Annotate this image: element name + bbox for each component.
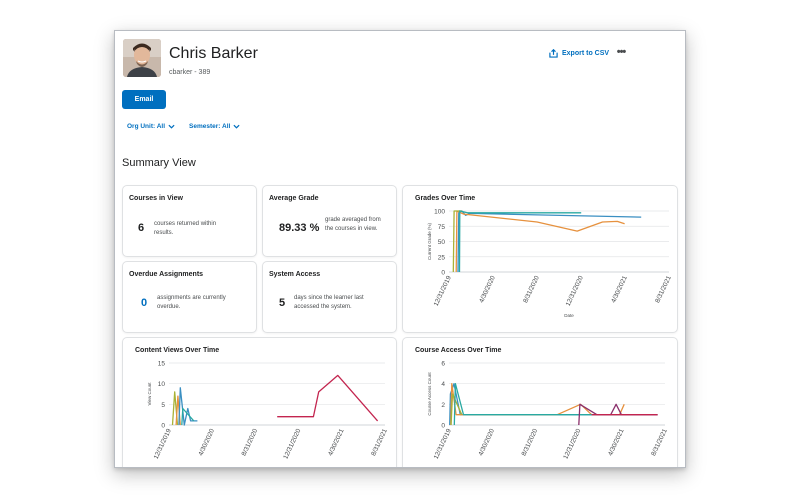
chart-title: Content Views Over Time xyxy=(135,347,220,354)
user-id-label: cbarker - 389 xyxy=(169,69,211,76)
x-tick-label: 4/30/2020 xyxy=(197,428,216,458)
series-line xyxy=(181,407,195,426)
chevron-down-icon xyxy=(233,124,240,129)
x-tick-label: 12/31/2019 xyxy=(433,275,453,308)
y-tick-label: 50 xyxy=(438,239,446,246)
content-views-over-time-card[interactable]: Content Views Over Time 0 5 10 15 12/31/2019… xyxy=(122,337,397,467)
x-tick-label: 8/31/2020 xyxy=(241,428,260,458)
x-tick-label: 4/30/2021 xyxy=(610,275,629,305)
system-access-value: 5 xyxy=(279,297,286,309)
x-tick-label: 4/30/2021 xyxy=(607,428,626,458)
x-tick-label: 4/30/2020 xyxy=(477,428,496,458)
course-access-over-time-card[interactable]: Course Access Over Time 0 2 4 6 12/31/2019 4/… xyxy=(402,337,678,467)
x-axis-label: Date xyxy=(564,313,574,318)
series-line xyxy=(178,387,198,426)
courses-in-view-description: courses returned within results. xyxy=(154,221,217,236)
system-access-description: days since the learner last accessed the… xyxy=(294,295,364,310)
grades-over-time-card[interactable]: Grades Over Time 0 25 50 75 100 12/31/2019 4/3… xyxy=(402,185,678,333)
user-avatar xyxy=(123,39,161,77)
series-line xyxy=(277,374,379,422)
average-grade-value: 89.33 % xyxy=(279,222,320,234)
overdue-assignments-value: 0 xyxy=(141,297,148,309)
x-tick-label: 12/31/2019 xyxy=(433,428,453,461)
org-unit-filter-label: Org Unit: All xyxy=(127,123,166,130)
card-title: System Access xyxy=(269,271,321,278)
courses-in-view-card[interactable]: Courses in View 6 courses returned withi… xyxy=(122,185,257,257)
y-tick-label: 0 xyxy=(441,423,445,430)
x-tick-label: 8/31/2020 xyxy=(521,428,540,458)
summary-view-heading: Summary View xyxy=(122,157,196,169)
export-icon xyxy=(549,49,558,58)
series-line xyxy=(458,210,582,273)
overdue-assignments-description: assignments are currently overdue. xyxy=(157,295,226,310)
y-tick-label: 6 xyxy=(441,361,445,368)
email-button[interactable]: Email xyxy=(122,90,166,109)
export-to-csv-button[interactable]: Export to CSV xyxy=(549,49,609,58)
average-grade-description: grade averaged from the courses in view. xyxy=(325,217,381,232)
learner-profile-window: Chris Barker cbarker - 389 Export to CSV… xyxy=(114,30,686,468)
semester-filter-label: Semester: All xyxy=(189,123,231,130)
y-tick-label: 75 xyxy=(438,224,446,231)
card-title: Overdue Assignments xyxy=(129,271,204,278)
content-views-over-time-chart: 0 5 10 15 12/31/2019 4/30/2020 8/31/2020 12/31/… xyxy=(147,361,389,461)
x-tick-label: 12/31/2020 xyxy=(565,275,585,308)
course-access-over-time-chart: 0 2 4 6 12/31/2019 4/30/2020 8/31/2020 12/31/20… xyxy=(427,361,669,461)
overdue-assignments-card[interactable]: Overdue Assignments 0 assignments are cu… xyxy=(122,261,257,333)
card-title: Courses in View xyxy=(129,195,183,202)
y-axis-label: View Count xyxy=(147,382,152,406)
series-line xyxy=(457,210,642,273)
user-name: Chris Barker xyxy=(169,45,258,62)
chevron-down-icon xyxy=(168,124,175,129)
export-to-csv-label: Export to CSV xyxy=(562,50,610,57)
semester-filter[interactable]: Semester: All xyxy=(189,123,240,130)
card-title: Average Grade xyxy=(269,195,319,202)
more-options-icon[interactable]: ••• xyxy=(616,46,627,58)
chart-title: Course Access Over Time xyxy=(415,347,502,354)
x-tick-label: 8/31/2021 xyxy=(370,428,389,458)
user-avatar-photo-icon xyxy=(123,39,161,77)
x-tick-label: 8/31/2020 xyxy=(522,275,541,305)
x-tick-label: 4/30/2021 xyxy=(327,428,346,458)
y-axis-label: Current Grade (%) xyxy=(427,222,432,260)
y-tick-label: 0 xyxy=(161,423,165,430)
y-tick-label: 100 xyxy=(434,209,445,216)
y-tick-label: 0 xyxy=(441,270,445,277)
average-grade-card[interactable]: Average Grade 89.33 % grade averaged fro… xyxy=(262,185,397,257)
courses-in-view-value: 6 xyxy=(138,222,145,234)
chart-title: Grades Over Time xyxy=(415,195,476,202)
x-tick-label: 4/30/2020 xyxy=(478,275,497,305)
x-tick-label: 12/31/2020 xyxy=(562,428,582,461)
x-tick-label: 12/31/2019 xyxy=(153,428,173,461)
y-axis-label: Course Access Count xyxy=(427,372,432,416)
y-tick-label: 25 xyxy=(438,254,446,261)
x-tick-label: 12/31/2020 xyxy=(282,428,302,461)
system-access-card[interactable]: System Access 5 days since the learner l… xyxy=(262,261,397,333)
x-tick-label: 8/31/2021 xyxy=(654,275,673,305)
org-unit-filter[interactable]: Org Unit: All xyxy=(127,123,175,130)
grades-over-time-chart: 0 25 50 75 100 12/31/2019 4/30/2020 8/31/2020 12… xyxy=(427,209,673,319)
y-tick-label: 4 xyxy=(441,381,445,388)
x-tick-label: 8/31/2021 xyxy=(650,428,669,458)
y-tick-label: 2 xyxy=(441,402,445,409)
y-tick-label: 15 xyxy=(158,361,166,368)
series-line xyxy=(450,393,463,426)
y-tick-label: 5 xyxy=(161,402,165,409)
series-line xyxy=(453,383,622,426)
y-tick-label: 10 xyxy=(158,381,166,388)
